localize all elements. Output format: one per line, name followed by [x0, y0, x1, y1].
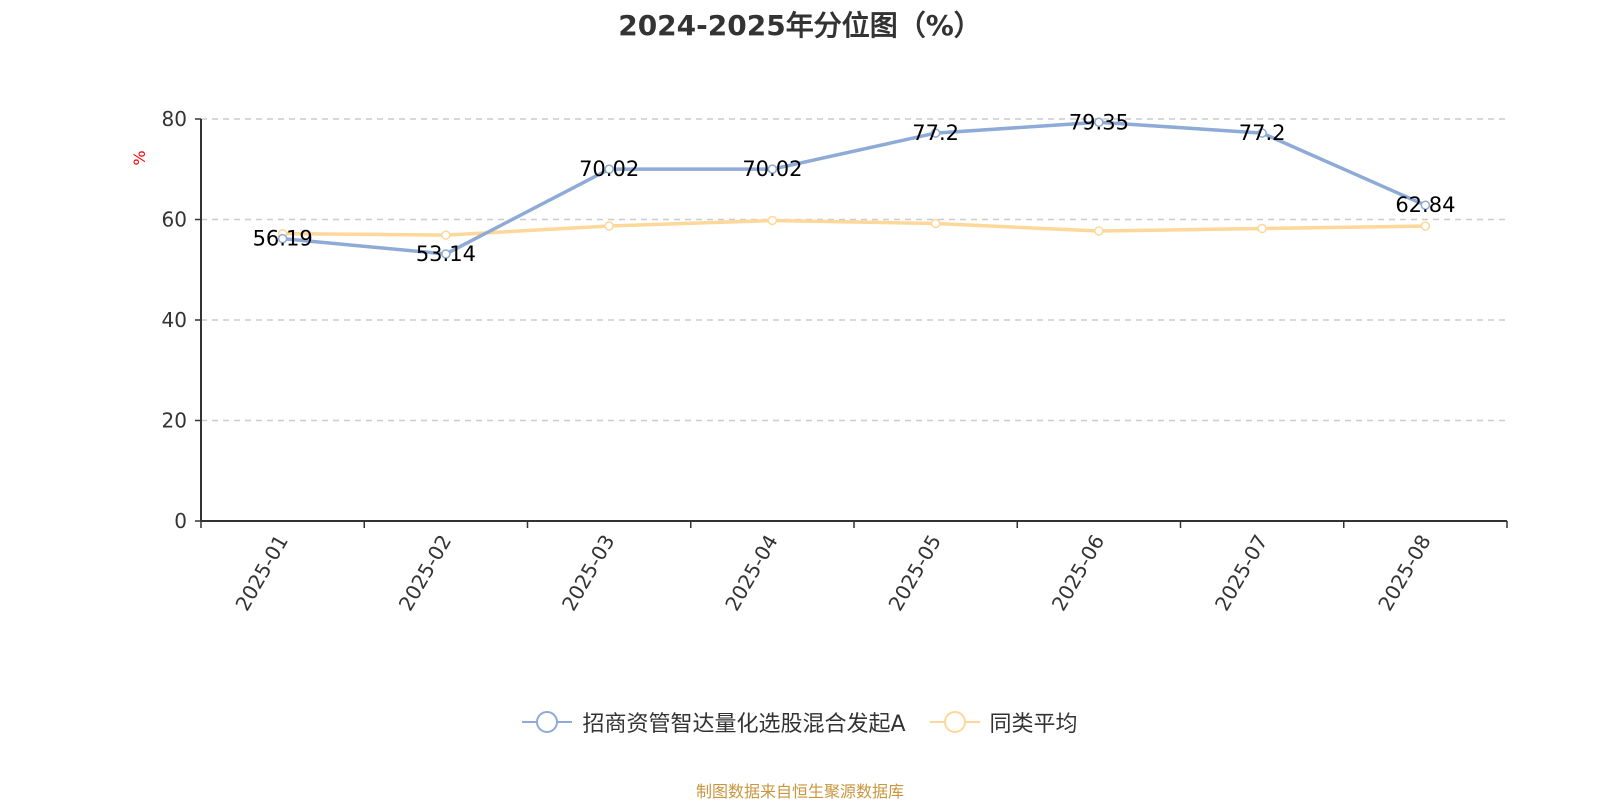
legend-label-series-b: 同类平均 — [989, 712, 1078, 737]
data-point — [1420, 200, 1431, 210]
data-point — [767, 164, 778, 174]
legend-marker-series-a — [522, 711, 573, 733]
data-point — [277, 233, 288, 244]
series-line-b — [282, 218, 1426, 237]
data-point — [441, 230, 451, 240]
data-label: 53.14 — [416, 242, 476, 266]
data-label: 77.2 — [912, 121, 959, 145]
data-point — [1094, 226, 1104, 236]
x-tick-label: 2025-05 — [883, 531, 946, 615]
x-tick-label: 2025-01 — [230, 531, 293, 615]
y-tick-label: 80 — [162, 107, 187, 131]
y-tick-label: 0 — [174, 509, 187, 533]
y-tick-label: 60 — [162, 208, 187, 232]
data-point — [441, 249, 451, 259]
data-point — [604, 164, 614, 174]
x-tick-label: 2025-08 — [1373, 531, 1436, 615]
x-tick-label: 2025-07 — [1210, 531, 1273, 615]
data-label: 77.2 — [1239, 121, 1286, 145]
chart-title: 2024-2025年分位图（%） — [618, 9, 982, 42]
data-label: 62.84 — [1395, 193, 1455, 217]
legend-item-series-b[interactable]: 同类平均 — [929, 706, 1078, 738]
legend-label-series-a: 招商资管智达量化选股混合发起A — [582, 712, 906, 737]
data-point — [767, 215, 778, 226]
x-tick-label: 2025-04 — [720, 531, 783, 615]
x-tick-label: 2025-02 — [394, 531, 457, 615]
source-note: 制图数据来自恒生聚源数据库 — [695, 782, 904, 801]
y-tick-label: 20 — [162, 409, 187, 433]
y-axis-label: % — [130, 150, 149, 165]
data-point — [1420, 221, 1431, 231]
legend-item-series-a[interactable]: 招商资管智达量化选股混合发起A — [522, 706, 906, 738]
legend-marker-series-b — [929, 711, 980, 733]
y-tick-label: 40 — [162, 308, 187, 332]
data-label: 70.02 — [579, 157, 639, 181]
data-label: 70.02 — [742, 157, 802, 181]
data-label: 79.35 — [1069, 110, 1129, 134]
data-point — [930, 218, 941, 229]
legend: 招商资管智达量化选股混合发起A 同类平均 — [0, 706, 1600, 738]
series-line-a — [282, 120, 1427, 256]
data-point — [1257, 128, 1267, 138]
x-tick-label: 2025-06 — [1047, 531, 1110, 615]
data-label: 56.19 — [253, 227, 313, 251]
data-point — [930, 128, 941, 138]
data-point — [604, 221, 614, 231]
data-point — [1094, 117, 1104, 128]
x-tick-label: 2025-03 — [557, 531, 620, 615]
data-point — [1257, 223, 1267, 234]
